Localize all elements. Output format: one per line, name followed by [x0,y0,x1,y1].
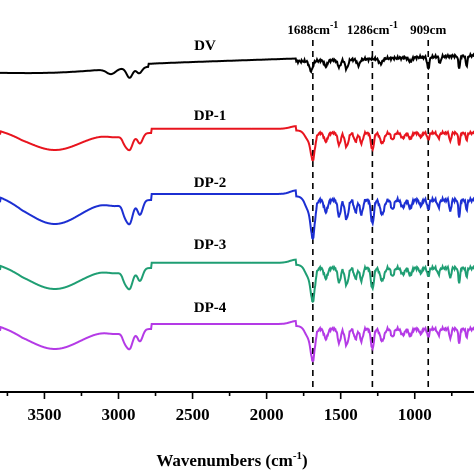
annotation-1286: 1286cm-1 [347,20,398,37]
peak-annotations: 1688cm-1 1286cm-1 909cm [287,20,446,37]
reference-lines [312,40,430,392]
axes: 3500 3000 2500 2000 1500 1000 [0,391,474,424]
series-label-dv: DV [194,38,216,54]
x-tick-label: 3500 [27,405,61,424]
series-line-dv [0,51,474,79]
series-line-dp-1 [0,125,474,162]
series-label-dp-3: DP-3 [194,237,227,253]
series-label-dp-2: DP-2 [194,175,227,191]
x-tick-label: 1000 [398,405,432,424]
series-line-dp-4 [0,319,474,363]
series-labels: DV DP-1 DP-2 DP-3 DP-4 [194,38,227,316]
annotation-1688: 1688cm-1 [287,20,338,37]
series-label-dp-4: DP-4 [194,300,227,316]
x-axis-title: Wavenumbers (cm-1) [156,450,307,470]
x-tick-label: 1500 [324,405,358,424]
spectra-group [0,51,474,363]
x-tick-label: 2500 [176,405,210,424]
x-tick-label: 2000 [250,405,284,424]
annotation-909: 909cm [410,22,446,37]
series-line-dp-2 [0,189,474,241]
series-line-dp-3 [0,258,474,304]
series-label-dp-1: DP-1 [194,108,227,124]
x-tick-label: 3000 [102,405,136,424]
